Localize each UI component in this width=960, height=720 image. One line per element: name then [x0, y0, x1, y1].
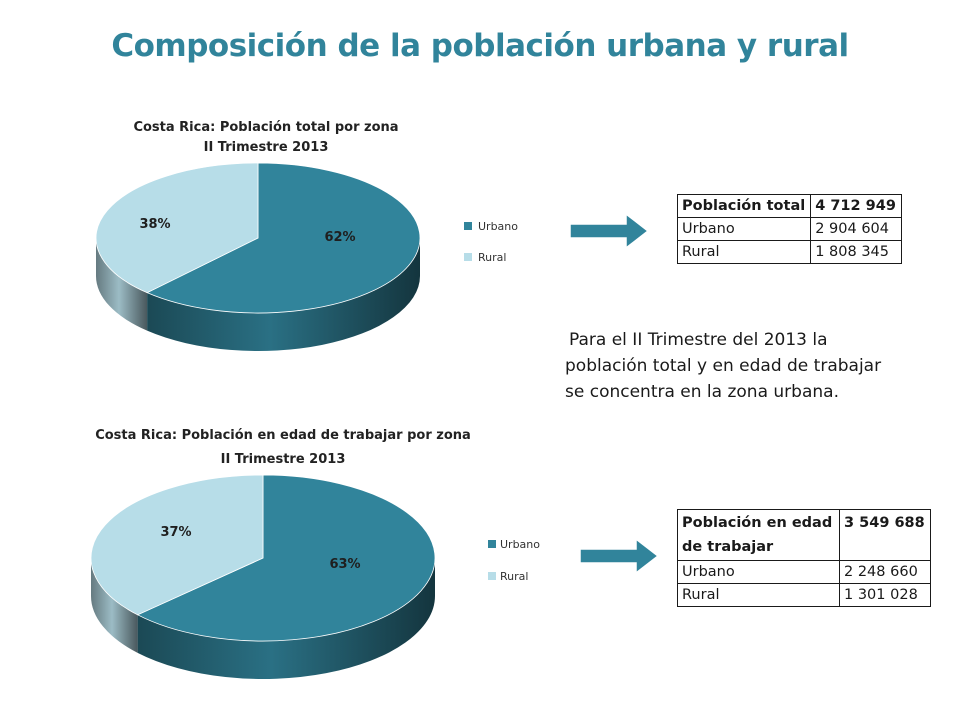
pie-chart-total: Costa Rica: Población total por zona II … — [95, 120, 518, 352]
pie-chart-working-age: Costa Rica: Población en edad de trabaja… — [90, 428, 540, 679]
working-age-population-table: Población en edad de trabajar 3 549 688 … — [677, 509, 931, 607]
table-row: Urbano 2 904 604 — [676, 217, 902, 241]
table-cell: Urbano — [677, 560, 840, 584]
legend-label-urbano: Urbano — [500, 538, 540, 551]
legend: Urbano Rural — [488, 538, 540, 583]
table-cell: Rural — [677, 583, 840, 607]
slide-title: Composición de la población urbana y rur… — [111, 28, 849, 64]
legend-swatch-urbano — [488, 540, 496, 548]
legend-label-rural: Rural — [500, 570, 528, 583]
population-total-table: Población total 4 712 949 Urbano 2 904 6… — [676, 194, 902, 264]
pie-slice-side — [137, 558, 435, 679]
summary-line: población total y en edad de trabajar — [565, 356, 882, 376]
data-label: 63% — [329, 557, 360, 572]
pie-slice-side — [96, 238, 148, 331]
table-cell: 2 248 660 — [839, 560, 931, 584]
legend-swatch-rural — [488, 572, 496, 580]
summary-text: Para el II Trimestre del 2013 la poblaci… — [565, 327, 960, 405]
table-cell: Rural — [676, 240, 812, 264]
table-row: Rural 1 808 345 — [676, 240, 902, 264]
table-row: Rural 1 301 028 — [677, 583, 931, 607]
table-row: Población en edad de trabajar 3 549 688 — [677, 509, 931, 561]
pie-slice-rural — [90, 474, 264, 616]
table-cell: Población en edad de trabajar — [677, 509, 840, 561]
pie-slice-side — [147, 238, 420, 352]
pie-slice-urbano — [146, 162, 421, 314]
legend-swatch-rural — [464, 253, 472, 261]
table-cell: 3 549 688 — [839, 509, 931, 561]
summary-line: Para el II Trimestre del 2013 la — [569, 330, 828, 350]
table-cell: Urbano — [676, 217, 812, 241]
table-cell: 1 808 345 — [810, 240, 902, 264]
legend: Urbano Rural — [464, 220, 518, 264]
legend-label-rural: Rural — [478, 251, 506, 264]
data-label: 62% — [324, 230, 355, 245]
legend-label-urbano: Urbano — [478, 220, 518, 233]
table-row: Población total 4 712 949 — [676, 194, 902, 218]
table-cell: 2 904 604 — [810, 217, 902, 241]
table-cell: Población total — [676, 194, 812, 218]
pie-slice-urbano — [136, 474, 436, 642]
chart-title: Costa Rica: Población total por zona — [133, 120, 398, 135]
table-row: Urbano 2 248 660 — [677, 560, 931, 584]
chart-title: Costa Rica: Población en edad de trabaja… — [95, 428, 471, 443]
table-cell: 4 712 949 — [810, 194, 902, 218]
pie-slice-side — [91, 558, 138, 653]
data-label: 38% — [139, 217, 170, 232]
legend-swatch-urbano — [464, 222, 472, 230]
summary-line: se concentra en la zona urbana. — [565, 382, 839, 402]
right-arrow-icon — [579, 537, 660, 575]
data-label: 37% — [160, 525, 191, 540]
pie-slice-rural — [95, 162, 259, 294]
chart-subtitle: II Trimestre 2013 — [221, 452, 346, 467]
right-arrow-icon — [569, 212, 650, 250]
table-cell: 1 301 028 — [839, 583, 931, 607]
chart-subtitle: II Trimestre 2013 — [204, 140, 329, 155]
